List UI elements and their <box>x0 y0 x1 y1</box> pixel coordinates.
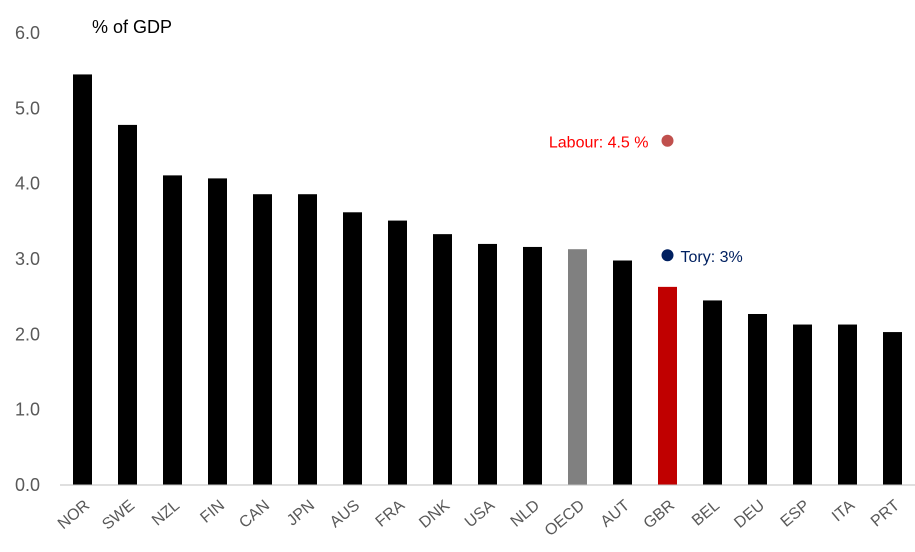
x-tick-label: AUT <box>598 497 634 531</box>
bar-gbr <box>658 286 677 485</box>
bar-nzl <box>163 175 182 485</box>
y-axis-ticks: 0.0 1.0 2.0 3.0 4.0 5.0 6.0 <box>15 23 40 495</box>
y-tick-label: 0.0 <box>15 475 40 495</box>
x-tick-label: FRA <box>373 497 409 531</box>
bars <box>73 74 902 486</box>
x-tick-label: DEU <box>731 497 768 532</box>
bar-fra <box>388 220 407 485</box>
y-tick-label: 4.0 <box>15 174 40 194</box>
bar-swe <box>118 124 137 485</box>
bar-ita <box>838 324 857 485</box>
x-tick-label: AUS <box>327 497 363 531</box>
x-tick-label: NLD <box>508 497 543 531</box>
bar-bel <box>703 300 722 485</box>
unit-label: % of GDP <box>92 17 173 37</box>
y-tick-label: 2.0 <box>15 324 40 344</box>
x-tick-label: GBR <box>641 497 678 532</box>
y-tick-label: 3.0 <box>15 249 40 269</box>
bar-usa <box>478 243 497 485</box>
x-tick-label: SWE <box>99 497 138 533</box>
x-tick-label: NZL <box>149 497 183 530</box>
x-tick-label: FIN <box>197 497 228 527</box>
x-tick-label: JPN <box>284 497 318 529</box>
x-tick-label: ITA <box>829 497 858 525</box>
bar-esp <box>793 324 812 485</box>
bar-nld <box>523 246 542 485</box>
bar-deu <box>748 313 767 485</box>
bar-can <box>253 194 272 486</box>
annotations: Labour: 4.5 % Tory: 3% <box>549 134 743 266</box>
x-tick-label: OECD <box>542 497 588 540</box>
bar-jpn <box>298 194 317 486</box>
annotation-marker <box>661 249 674 262</box>
bar-nor <box>73 74 92 485</box>
bar-aut <box>613 260 632 485</box>
bar-aus <box>343 212 362 485</box>
x-tick-label: ESP <box>778 497 813 531</box>
bar-prt <box>883 332 902 485</box>
bar-oecd <box>568 249 587 485</box>
x-tick-label: USA <box>462 497 498 531</box>
annotation-label: Labour: 4.5 % <box>549 135 649 152</box>
y-tick-label: 6.0 <box>15 23 40 43</box>
x-tick-label: CAN <box>236 497 273 532</box>
x-tick-label: BEL <box>689 497 723 530</box>
x-tick-label: PRT <box>868 497 903 531</box>
x-tick-label: DNK <box>416 497 453 532</box>
bar-fin <box>208 178 227 486</box>
y-tick-label: 5.0 <box>15 98 40 118</box>
annotation-label: Tory: 3% <box>681 249 743 266</box>
annotation-marker <box>661 134 674 147</box>
y-tick-label: 1.0 <box>15 400 40 420</box>
bar-dnk <box>433 234 452 485</box>
x-tick-label: NOR <box>55 497 93 533</box>
